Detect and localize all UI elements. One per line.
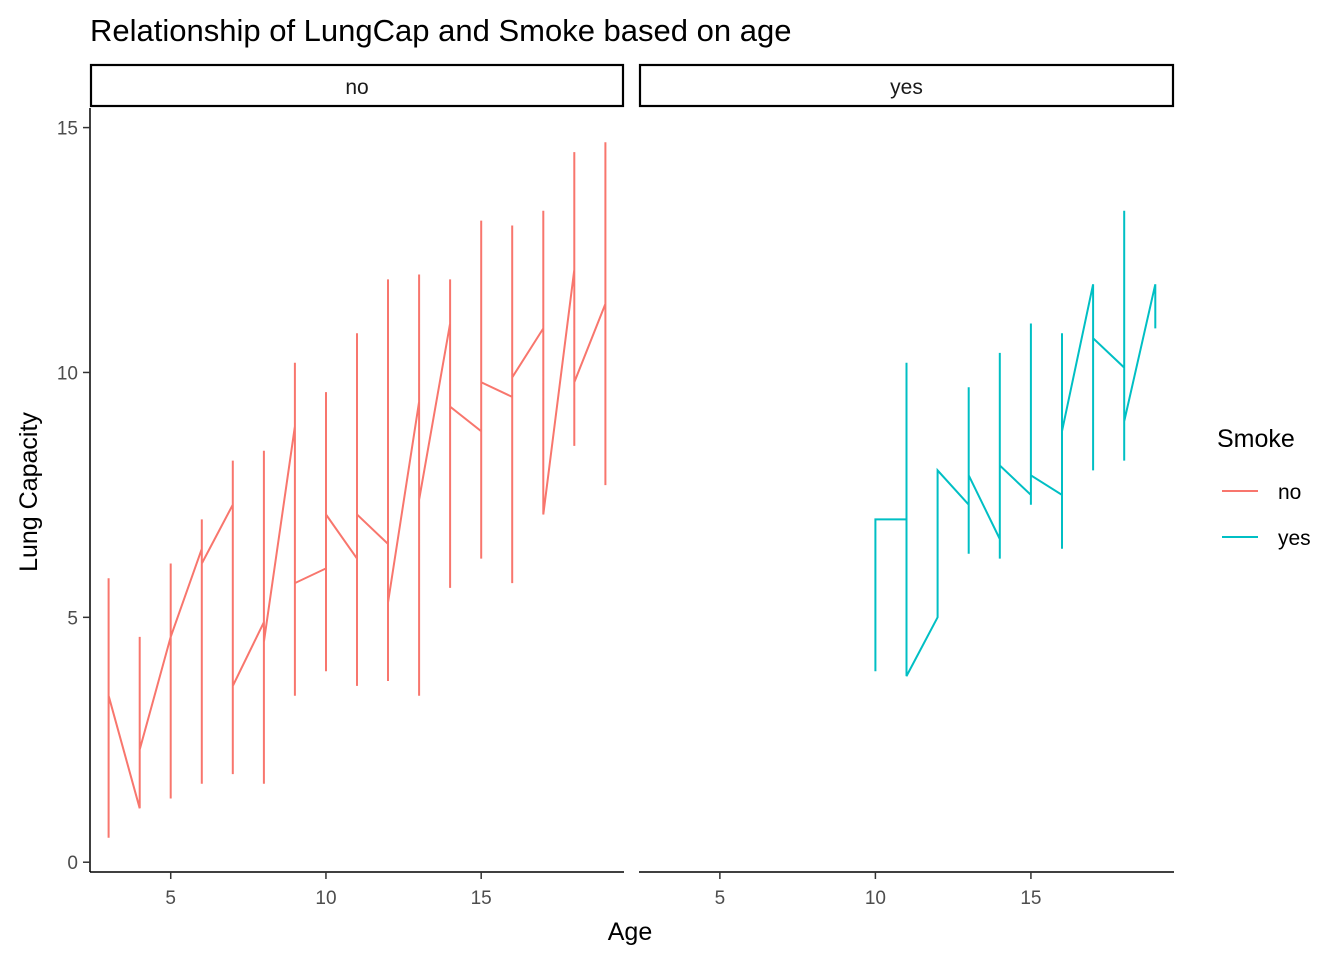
legend-entry-yes: yes [1222,527,1311,550]
x-tick-label: 5 [165,888,176,909]
x-tick-label: 5 [715,888,726,909]
y-tick-label: 0 [67,853,78,874]
legend-label: no [1278,481,1301,504]
y-tick-label: 10 [57,363,78,384]
legend-label: yes [1278,527,1311,550]
y-tick-label: 5 [67,608,78,629]
x-tick-label: 15 [1020,888,1041,909]
x-tick-label: 10 [315,888,336,909]
x-tick-label: 10 [865,888,886,909]
y-axis-title: Lung Capacity [15,412,43,572]
chart-title: Relationship of LungCap and Smoke based … [90,13,791,48]
x-axis-title: Age [608,918,652,946]
facet-strip [638,63,1175,108]
facet-panel-no: no 5 10 15 0 5 10 15 [57,63,625,909]
facet-panel-yes: yes 5 10 15 [638,63,1175,909]
series-line-no [107,142,607,838]
series-line-yes [874,210,1157,677]
facet-panels: no 5 10 15 0 5 10 15 yes 5 10 15 [57,63,1175,909]
facet-strip-label: no [345,76,368,99]
facet-strip [89,63,625,108]
legend-entry-no: no [1222,481,1301,504]
y-tick-label: 15 [57,119,78,140]
facet-strip-label: yes [890,76,923,99]
legend-title: Smoke [1217,425,1295,453]
legend: Smoke no yes [1217,425,1311,550]
x-tick-label: 15 [471,888,492,909]
